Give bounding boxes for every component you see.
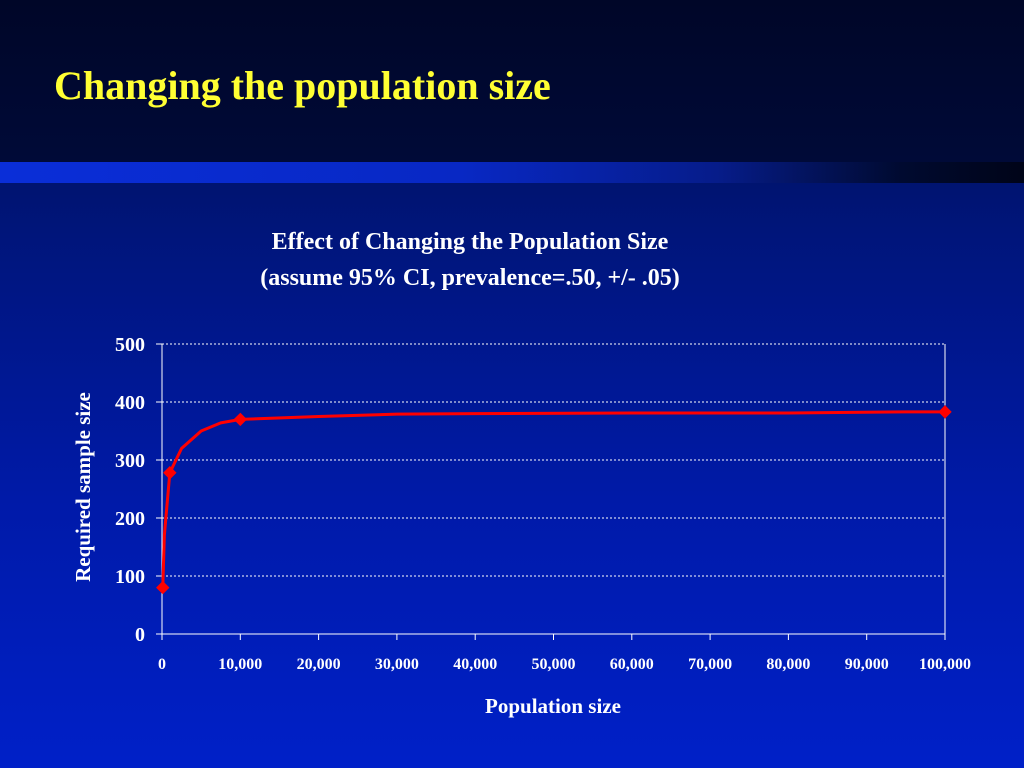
y-axis-label: Required sample size — [71, 392, 95, 582]
data-point-marker — [233, 412, 248, 427]
data-point-marker — [163, 466, 177, 480]
x-tick-label: 100,000 — [919, 656, 971, 673]
y-tick-label: 0 — [135, 624, 145, 646]
x-tick-label: 0 — [158, 656, 166, 673]
grid-lines — [162, 343, 945, 577]
x-tick-label: 30,000 — [375, 656, 419, 673]
chart-title-line-1: Effect of Changing the Population Size — [271, 229, 669, 255]
x-tick-label: 60,000 — [610, 656, 654, 673]
y-tick-label: 500 — [115, 334, 145, 356]
header-background — [0, 0, 1024, 162]
y-tick-label: 200 — [115, 508, 145, 530]
header-accent-band — [0, 162, 1024, 183]
series-group — [156, 405, 952, 595]
data-point-marker — [938, 405, 952, 419]
x-tick-label: 40,000 — [453, 656, 497, 673]
series-line — [161, 410, 947, 590]
y-tick-label: 100 — [115, 566, 145, 588]
y-tick-label: 400 — [115, 392, 145, 414]
x-tick-label: 90,000 — [845, 656, 889, 673]
x-tick-label: 10,000 — [218, 656, 262, 673]
x-axis-label: Population size — [485, 694, 621, 718]
x-tick-label: 50,000 — [532, 656, 576, 673]
y-tick-labels: 0 100 200 300 400 500 — [115, 334, 145, 646]
data-point-marker — [156, 580, 170, 595]
chart-title: Effect of Changing the Population Size (… — [170, 224, 770, 296]
x-tick-label: 20,000 — [297, 656, 341, 673]
x-tick-label: 70,000 — [688, 656, 732, 673]
chart-axes — [156, 343, 946, 640]
x-tick-labels: 0 10,000 20,000 30,000 40,000 50,000 60,000 70,… — [158, 656, 971, 673]
y-tick-label: 300 — [115, 450, 145, 472]
chart-title-line-2: (assume 95% CI, prevalence=.50, +/- .05) — [260, 265, 680, 291]
slide-title: Changing the population size — [54, 63, 551, 108]
x-tick-label: 80,000 — [766, 656, 810, 673]
